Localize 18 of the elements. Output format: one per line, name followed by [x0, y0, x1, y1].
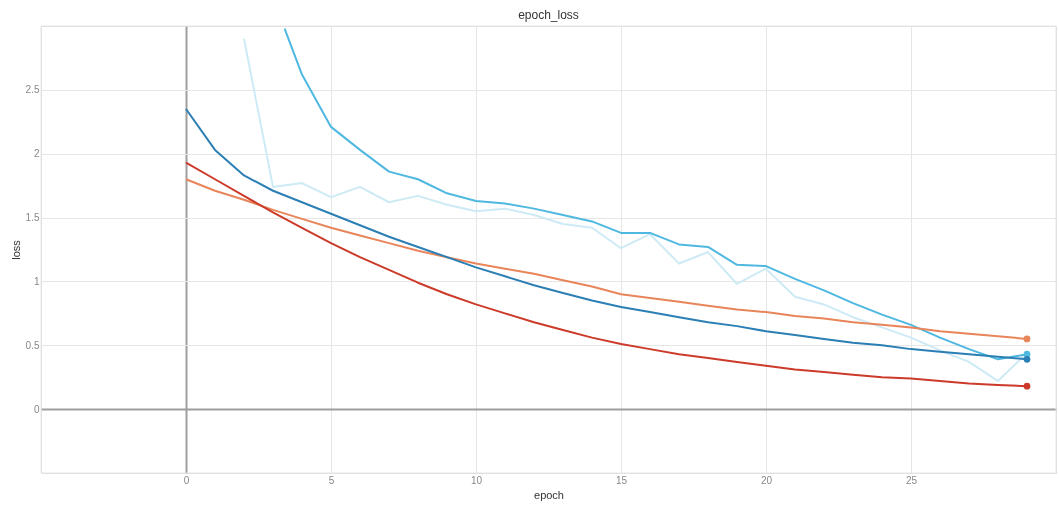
chart-title: epoch_loss	[518, 7, 579, 22]
y-tick-label: 1	[33, 275, 40, 287]
y-tick-label: 0	[33, 403, 40, 415]
x-tick-label: 20	[760, 474, 773, 486]
y-axis-title: loss	[9, 239, 22, 260]
x-tick-label: 5	[328, 474, 335, 486]
x-tick-label: 10	[470, 474, 483, 486]
y-tick-label: 1.5	[25, 212, 40, 224]
point	[1023, 335, 1031, 343]
x-axis-title: epoch	[534, 488, 564, 501]
y-tick-label: 2.5	[25, 84, 40, 96]
x-tick-label: 25	[905, 474, 918, 486]
y-tick-label: 0.5	[25, 339, 40, 351]
x-tick-label: 0	[183, 474, 190, 486]
x-tick-label: 15	[615, 474, 628, 486]
point	[1023, 382, 1031, 390]
point	[1023, 355, 1031, 363]
y-tick-label: 2	[33, 148, 40, 160]
